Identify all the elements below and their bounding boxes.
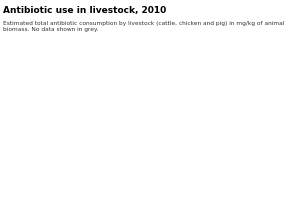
Text: Antibiotic use in livestock, 2010: Antibiotic use in livestock, 2010 — [3, 6, 166, 15]
Text: Estimated total antibiotic consumption by livestock (cattle, chicken and pig) in: Estimated total antibiotic consumption b… — [3, 21, 284, 32]
